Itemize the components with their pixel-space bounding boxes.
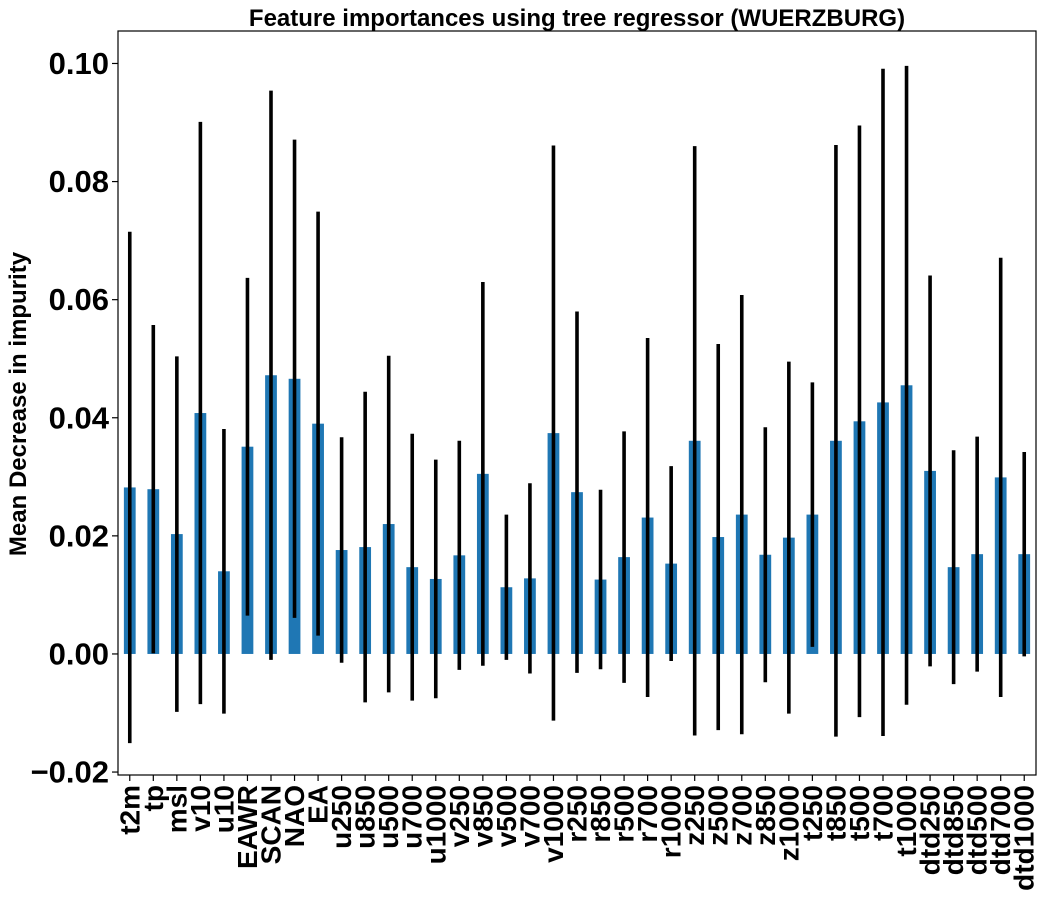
x-tick-label: z700 — [726, 785, 757, 846]
x-tick-label: r1000 — [656, 785, 687, 858]
y-tick-label: −0.02 — [31, 755, 109, 790]
y-axis-ticks: −0.02 0.00 0.02 0.04 0.06 0.08 0.10 — [31, 46, 118, 790]
x-tick-label: msl — [161, 785, 192, 833]
x-tick-label: u1000 — [420, 785, 451, 864]
chart-title: Feature importances using tree regressor… — [249, 5, 905, 32]
y-tick-label: 0.04 — [49, 400, 110, 435]
y-tick-label: 0.08 — [49, 164, 109, 199]
x-tick-label: SCAN — [256, 785, 287, 864]
x-tick-label: r500 — [609, 785, 640, 843]
y-axis-label: Mean Decrease in impurity — [5, 251, 32, 556]
x-tick-label: r250 — [562, 785, 593, 843]
x-tick-label: z250 — [679, 785, 710, 846]
x-tick-label: u500 — [373, 785, 404, 849]
x-tick-label: v10 — [185, 785, 216, 832]
y-tick-label: 0.02 — [49, 518, 109, 553]
y-tick-label: 0.10 — [49, 46, 109, 81]
x-tick-label: u250 — [326, 785, 357, 849]
x-tick-label: z850 — [750, 785, 781, 846]
x-tick-label: dtd700 — [985, 785, 1016, 875]
x-tick-label: v500 — [491, 785, 522, 847]
x-tick-label: v700 — [514, 785, 545, 847]
x-tick-label: u700 — [397, 785, 428, 849]
x-tick-label: t1000 — [891, 785, 922, 857]
x-tick-label: tp — [138, 785, 169, 811]
x-tick-label: z500 — [703, 785, 734, 846]
error-bars-layer — [127, 65, 1027, 744]
x-tick-label: EA — [303, 785, 334, 824]
x-tick-label: dtd1000 — [1009, 785, 1040, 891]
x-tick-label: v1000 — [538, 785, 569, 863]
x-tick-label: r700 — [632, 785, 663, 843]
x-tick-label: t500 — [844, 785, 875, 841]
x-tick-label: r850 — [585, 785, 616, 843]
x-tick-label: EAWR — [232, 785, 263, 869]
x-tick-label: z1000 — [773, 785, 804, 861]
x-tick-label: t250 — [797, 785, 828, 841]
y-tick-label: 0.06 — [49, 282, 109, 317]
x-tick-label: t2m — [114, 785, 145, 835]
y-tick-label: 0.00 — [49, 636, 109, 671]
x-tick-label: dtd500 — [962, 785, 993, 875]
x-tick-label: dtd250 — [915, 785, 946, 875]
x-tick-label: u10 — [208, 785, 239, 833]
x-tick-label: dtd850 — [938, 785, 969, 875]
x-tick-label: t850 — [820, 785, 851, 841]
x-tick-label: t700 — [868, 785, 899, 841]
x-tick-label: u850 — [350, 785, 381, 849]
x-tick-label: v850 — [467, 785, 498, 847]
x-tick-label: v250 — [444, 785, 475, 847]
x-tick-label: NAO — [279, 785, 310, 847]
x-axis-ticks: t2mtpmslv10u10EAWRSCANNAOEAu250u850u500u… — [114, 775, 1040, 891]
